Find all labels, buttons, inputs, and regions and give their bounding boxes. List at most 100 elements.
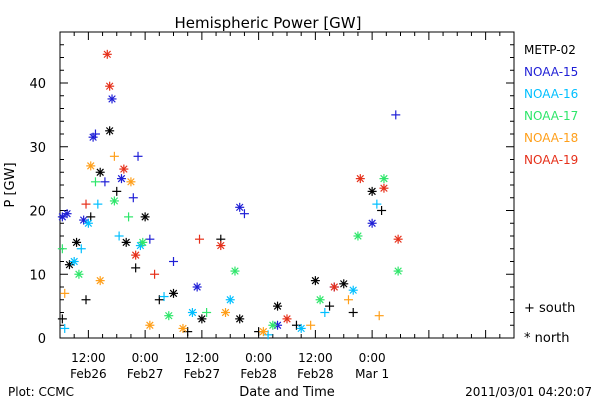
legend-entry: NOAA-16 [524, 87, 578, 101]
data-point-north [74, 269, 84, 279]
legend: METP-02 NOAA-15 NOAA-16 NOAA-17 NOAA-18 NOAA-… [524, 43, 578, 167]
data-point-north [282, 314, 292, 324]
legend-entry: NOAA-19 [524, 153, 578, 167]
data-point-south [377, 206, 387, 215]
data-point-north [393, 266, 403, 276]
data-point-north [95, 167, 105, 177]
y-tick-label: 40 [29, 77, 46, 92]
data-point-north [310, 276, 320, 286]
series-metp-02 [57, 126, 387, 337]
data-point-south [150, 269, 160, 279]
data-point-north [348, 285, 358, 295]
x-tick-date-label: Feb27 [184, 367, 221, 381]
x-tick-date-label: Feb28 [240, 367, 277, 381]
data-point-north [86, 161, 96, 171]
data-point-north [192, 282, 202, 292]
data-point-south [306, 320, 316, 330]
data-point-south [128, 193, 138, 203]
series-noaa-16 [60, 199, 382, 340]
data-point-north [353, 231, 363, 241]
data-point-south [124, 212, 134, 222]
x-tick-time-label: 0:00 [359, 351, 386, 365]
data-point-north [187, 308, 197, 317]
legend-entry: NOAA-15 [524, 65, 578, 79]
data-point-north [235, 202, 245, 212]
data-point-north [105, 126, 115, 136]
data-point-south [348, 308, 358, 317]
data-point-south [100, 177, 110, 187]
data-point-north [225, 295, 235, 305]
data-point-south [86, 212, 96, 222]
data-point-north [367, 218, 377, 228]
data-point-north [57, 212, 67, 222]
chart-title: Hemispheric Power [GW] [175, 14, 362, 32]
data-point-north [102, 49, 112, 59]
x-tick-time-label: 0:00 [132, 351, 159, 365]
data-point-south [159, 292, 169, 302]
data-point-north [72, 237, 82, 247]
data-point-north [64, 260, 74, 270]
y-tick-label: 10 [29, 268, 46, 283]
y-axis-label: P [GW] [3, 162, 18, 207]
data-point-south [391, 110, 401, 120]
data-point-north [119, 164, 129, 174]
data-point-south [57, 314, 67, 324]
data-point-south [60, 323, 70, 333]
data-point-north [379, 174, 389, 184]
data-point-south [114, 231, 124, 241]
data-point-south [325, 301, 335, 311]
data-point-south [109, 151, 119, 161]
data-point-north [216, 241, 226, 251]
data-point-north [109, 196, 119, 206]
data-point-south [374, 311, 384, 321]
data-point-north [339, 279, 349, 289]
data-point-north [379, 183, 389, 193]
data-point-south [90, 129, 100, 139]
data-point-north [268, 320, 278, 330]
legend-entry: NOAA-17 [524, 109, 578, 123]
data-point-south [372, 199, 382, 209]
hemisphere-legend-entry: + south [524, 301, 575, 316]
data-point-north [315, 295, 325, 305]
y-tick-label: 0 [38, 332, 46, 347]
data-point-north [221, 308, 231, 317]
data-point-north [116, 174, 126, 184]
data-point-north [169, 288, 178, 298]
data-point-north [258, 327, 268, 337]
x-tick-date-label: Feb28 [297, 367, 334, 381]
x-tick-date-label: Feb27 [127, 367, 164, 381]
data-point-south [145, 234, 155, 244]
data-point-north [83, 218, 93, 228]
data-point-south [60, 288, 70, 298]
series-noaa-18 [60, 151, 384, 337]
data-point-north [69, 257, 79, 266]
hemisphere-legend: + south * north [524, 301, 575, 346]
x-tick-date-label: Mar 1 [355, 367, 389, 381]
data-point-south [169, 257, 178, 266]
x-axis-label: Date and Time [239, 385, 335, 400]
data-point-north [126, 177, 136, 187]
data-point-south [81, 295, 91, 305]
data-point-north [273, 301, 283, 311]
y-axis: 0 10 20 30 40 [29, 31, 514, 347]
x-tick-time-label: 12:00 [71, 351, 106, 365]
data-point-south [183, 327, 193, 337]
data-point-north [355, 174, 365, 184]
y-tick-label: 20 [29, 205, 46, 220]
data-point-north [178, 323, 188, 333]
x-tick-time-label: 0:00 [245, 351, 272, 365]
data-point-south [76, 244, 86, 254]
data-point-south [291, 320, 301, 330]
legend-entry: METP-02 [524, 43, 576, 57]
data-point-north [140, 212, 150, 222]
plot-timestamp: 2011/03/01 04:20:07 [465, 385, 592, 399]
data-point-south [81, 199, 91, 209]
data-point-north [145, 320, 155, 330]
data-point-north [367, 186, 377, 196]
data-point-south [263, 330, 273, 340]
data-point-south [343, 295, 353, 305]
data-point-south [195, 234, 205, 244]
data-point-north [95, 276, 105, 286]
data-point-north [296, 323, 306, 333]
